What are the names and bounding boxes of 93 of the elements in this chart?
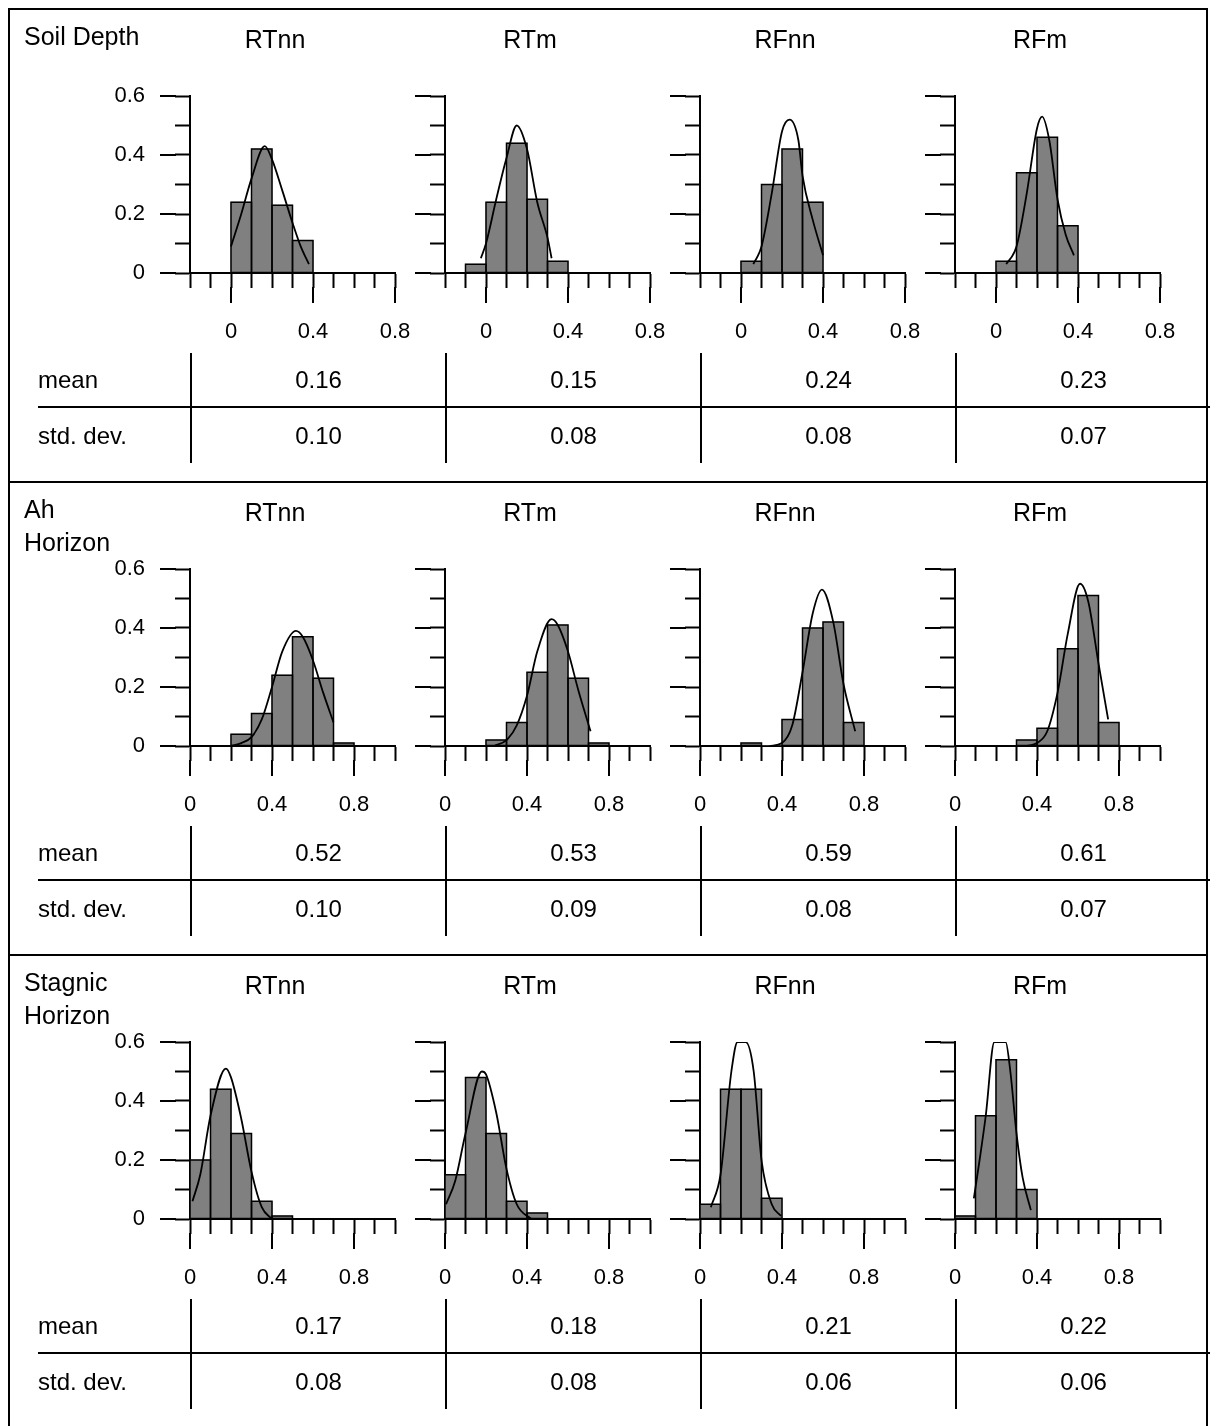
x-tick-label: 0 [693, 1264, 707, 1290]
y-tick-label: 0 [132, 1205, 145, 1231]
x-tick-label: 0.8 [1144, 318, 1176, 344]
x-tick-label: 0.8 [848, 791, 880, 817]
text: 0.21 [700, 1299, 955, 1354]
text: Ah Horizon [24, 494, 111, 558]
text: mean [38, 1299, 190, 1354]
text: 0.24 [700, 353, 955, 408]
text: 0.53 [445, 826, 700, 881]
text: 0.06 [955, 1354, 1210, 1409]
x-tick-label: 0.8 [593, 1264, 625, 1290]
text: 0.15 [445, 353, 700, 408]
y-tick-label: 0.2 [114, 673, 145, 699]
x-tick-label: 0.4 [766, 1264, 798, 1290]
y-tick-label: 0.6 [114, 82, 145, 108]
text: 0.16 [190, 353, 445, 408]
text: std. dev. [37, 420, 128, 451]
x-tick-label: 0 [224, 318, 238, 344]
text: 0.08 [445, 1354, 700, 1409]
text: mean [38, 353, 190, 408]
text: std. dev. [37, 893, 128, 924]
x-tick-label: 0.4 [552, 318, 584, 344]
text: Stagnic Horizon [24, 967, 111, 1031]
x-tick-label: 0 [183, 791, 197, 817]
x-tick-label: 0.4 [807, 318, 839, 344]
chart-title: RFnn [753, 969, 817, 1001]
x-tick-label: 0.4 [297, 318, 329, 344]
x-tick-label: 0.8 [338, 1264, 370, 1290]
y-tick-label: 0.2 [114, 200, 145, 226]
x-tick-label: 0 [989, 318, 1003, 344]
x-tick-label: 0.4 [511, 791, 543, 817]
x-tick-label: 0.4 [1021, 1264, 1053, 1290]
x-tick-label: 0.4 [256, 1264, 288, 1290]
text: 0.22 [955, 1299, 1210, 1354]
x-tick-label: 0 [183, 1264, 197, 1290]
chart-title: RFnn [753, 23, 817, 55]
text: 0.23 [955, 353, 1210, 408]
x-tick-label: 0.8 [338, 791, 370, 817]
text: 0.10 [190, 408, 445, 463]
chart-title: RTnn [243, 496, 307, 528]
text: std. dev. [37, 1366, 128, 1397]
x-tick-label: 0.8 [379, 318, 411, 344]
text: 0.09 [445, 881, 700, 936]
x-tick-label: 0 [948, 1264, 962, 1290]
y-tick-label: 0.4 [114, 141, 145, 167]
chart-title: RTnn [243, 969, 307, 1001]
y-tick-label: 0 [132, 732, 145, 758]
chart-title: RTm [502, 23, 558, 55]
text: 0.07 [955, 408, 1210, 463]
text: 0.17 [190, 1299, 445, 1354]
text: 0.07 [955, 881, 1210, 936]
x-tick-label: 0.4 [1021, 791, 1053, 817]
x-tick-label: 0.8 [1103, 791, 1135, 817]
text: 0.06 [700, 1354, 955, 1409]
chart-title: RFm [1011, 23, 1069, 55]
x-tick-label: 0.4 [511, 1264, 543, 1290]
y-tick-label: 0.6 [114, 555, 145, 581]
text: 0.08 [700, 408, 955, 463]
text: 0.08 [190, 1354, 445, 1409]
y-tick-label: 0 [132, 259, 145, 285]
y-tick-label: 0.4 [114, 1087, 145, 1113]
x-tick-label: 0.4 [766, 791, 798, 817]
x-tick-label: 0.4 [1062, 318, 1094, 344]
text: 0.18 [445, 1299, 700, 1354]
text: 0.61 [955, 826, 1210, 881]
text: 0.08 [700, 881, 955, 936]
x-tick-label: 0 [438, 791, 452, 817]
x-tick-label: 0 [438, 1264, 452, 1290]
x-tick-label: 0.8 [634, 318, 666, 344]
x-tick-label: 0.4 [256, 791, 288, 817]
x-tick-label: 0.8 [848, 1264, 880, 1290]
chart-title: RTm [502, 969, 558, 1001]
text: Soil Depth [24, 21, 140, 52]
y-tick-label: 0.6 [114, 1028, 145, 1054]
y-tick-label: 0.4 [114, 614, 145, 640]
text: 0.08 [445, 408, 700, 463]
x-tick-label: 0 [948, 791, 962, 817]
text: 0.10 [190, 881, 445, 936]
x-tick-label: 0 [479, 318, 493, 344]
chart-title: RFm [1011, 969, 1069, 1001]
text: mean [38, 826, 190, 881]
x-tick-label: 0 [734, 318, 748, 344]
x-tick-label: 0.8 [593, 791, 625, 817]
x-tick-label: 0.8 [1103, 1264, 1135, 1290]
text: 0.59 [700, 826, 955, 881]
x-tick-label: 0 [693, 791, 707, 817]
chart-title: RTnn [243, 23, 307, 55]
x-tick-label: 0.8 [889, 318, 921, 344]
chart-title: RFm [1011, 496, 1069, 528]
y-tick-label: 0.2 [114, 1146, 145, 1172]
chart-title: RFnn [753, 496, 817, 528]
chart-title: RTm [502, 496, 558, 528]
text: 0.52 [190, 826, 445, 881]
